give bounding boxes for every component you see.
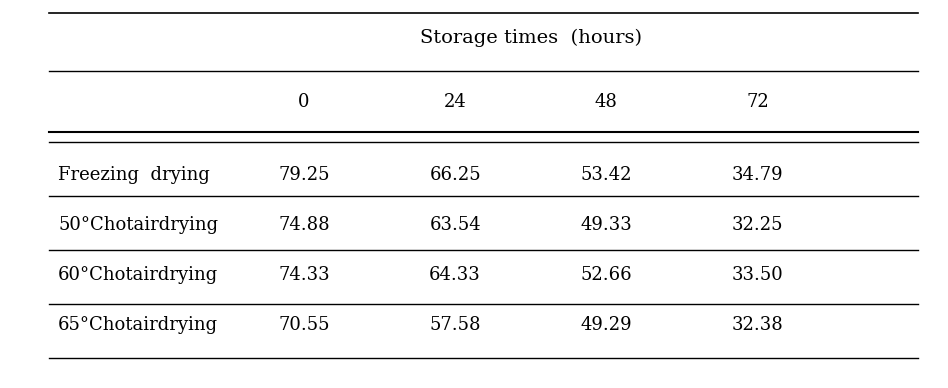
Text: 74.88: 74.88 — [278, 216, 330, 234]
Text: 24: 24 — [444, 93, 466, 111]
Text: 53.42: 53.42 — [580, 166, 632, 184]
Text: 48: 48 — [595, 93, 618, 111]
Text: 57.58: 57.58 — [429, 316, 481, 334]
Text: 34.79: 34.79 — [732, 166, 783, 184]
Text: 79.25: 79.25 — [278, 166, 330, 184]
Text: 63.54: 63.54 — [429, 216, 481, 234]
Text: 0: 0 — [298, 93, 310, 111]
Text: 33.50: 33.50 — [732, 266, 783, 284]
Text: 49.33: 49.33 — [580, 216, 632, 234]
Text: 32.25: 32.25 — [732, 216, 783, 234]
Text: 32.38: 32.38 — [732, 316, 783, 334]
Text: 72: 72 — [746, 93, 769, 111]
Text: 74.33: 74.33 — [278, 266, 330, 284]
Text: 66.25: 66.25 — [429, 166, 481, 184]
Text: 52.66: 52.66 — [580, 266, 632, 284]
Text: 50°Chotairdrying: 50°Chotairdrying — [58, 216, 218, 234]
Text: Freezing  drying: Freezing drying — [58, 166, 210, 184]
Text: 64.33: 64.33 — [429, 266, 481, 284]
Text: Storage times  (hours): Storage times (hours) — [420, 29, 642, 47]
Text: 65°Chotairdrying: 65°Chotairdrying — [58, 316, 218, 334]
Text: 70.55: 70.55 — [278, 316, 330, 334]
Text: 49.29: 49.29 — [580, 316, 632, 334]
Text: 60°Chotairdrying: 60°Chotairdrying — [58, 266, 218, 284]
